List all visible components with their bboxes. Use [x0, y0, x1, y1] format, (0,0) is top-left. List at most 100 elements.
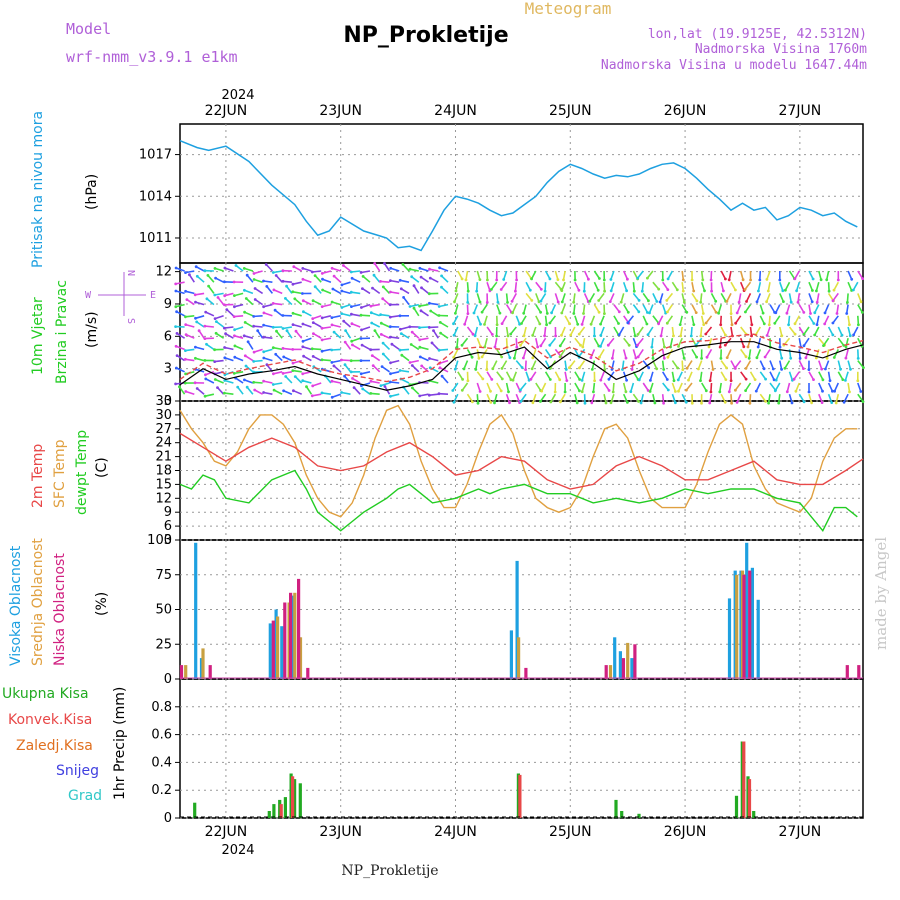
- wind-arrow-head: [281, 347, 285, 350]
- wind-arrow: [669, 338, 674, 348]
- wind-arrow-head: [774, 378, 778, 382]
- wind-arrow: [769, 360, 775, 370]
- wind-arrow: [535, 382, 542, 392]
- wind-arrow-head: [676, 378, 680, 382]
- wind-arrow-head: [655, 367, 659, 371]
- wind-arrow: [846, 293, 849, 303]
- y-tick-label: 21: [155, 450, 172, 465]
- wind-arrow: [744, 382, 752, 392]
- wind-arrow-head: [539, 287, 543, 291]
- wind-arrow-head: [792, 377, 796, 381]
- wind-arrow-head: [213, 360, 217, 363]
- wind-arrow: [598, 292, 605, 301]
- wind-arrow-head: [490, 288, 493, 291]
- wind-arrow: [738, 293, 742, 303]
- wind-arrow-head: [252, 360, 256, 363]
- wind-arrow-head: [271, 325, 275, 329]
- wind-arrow: [361, 344, 371, 351]
- wind-arrow: [784, 281, 791, 291]
- wind-arrow: [803, 337, 810, 347]
- wind-arrow-head: [563, 390, 567, 394]
- wind-arrow: [244, 311, 254, 317]
- wind-arrow-head: [360, 306, 363, 309]
- grid-lines: [175, 124, 863, 819]
- wind-arrow: [455, 282, 459, 292]
- wind-arrow: [331, 301, 341, 306]
- high-cloud-bar: [280, 626, 284, 679]
- wind-arrow: [544, 282, 547, 292]
- low-cloud-bar: [179, 665, 184, 679]
- wind-arrow: [234, 303, 244, 308]
- wind-arrow: [312, 332, 322, 339]
- wind-arrow: [439, 321, 449, 328]
- total-precip-bar: [193, 802, 197, 818]
- wind-arrow: [372, 365, 381, 373]
- wind-arrow-head: [361, 287, 364, 290]
- wind-arrow-head: [460, 277, 464, 281]
- wind-arrow: [371, 354, 381, 362]
- low-cloud-bar: [845, 665, 849, 679]
- wind-arrow-head: [599, 322, 602, 326]
- wind-arrow-head: [536, 345, 540, 349]
- wind-arrow: [351, 303, 361, 308]
- wind-arrow: [590, 349, 596, 359]
- wind-arrow-head: [782, 300, 785, 303]
- wind-arrow: [286, 330, 293, 339]
- wind-arrow-head: [778, 278, 782, 282]
- wind-arrow-head: [727, 390, 731, 394]
- wind-arrow: [214, 267, 224, 272]
- wind-arrow: [293, 389, 303, 395]
- model-altitude-text: Nadmorska Visina u modelu 1647.44m: [601, 58, 867, 73]
- wind-arrow-head: [203, 394, 207, 398]
- wind-arrow-head: [522, 311, 526, 315]
- wind-arrow: [677, 382, 683, 392]
- wind-arrow-head: [511, 378, 515, 382]
- wind-arrow: [195, 357, 205, 362]
- wind-arrow: [399, 348, 410, 351]
- wind-arrow: [766, 270, 771, 280]
- day-label-top: 23JUN: [319, 103, 362, 119]
- wind-arrow-head: [687, 378, 690, 382]
- wind-arrow: [237, 386, 244, 395]
- wind-arrow-head: [204, 377, 208, 381]
- wind-arrow-head: [647, 299, 650, 303]
- day-label-bottom: 22JUN: [205, 824, 248, 840]
- wind-arrow-head: [583, 401, 587, 405]
- wind-arrow-head: [852, 333, 855, 337]
- wind-arrow: [622, 270, 629, 280]
- y-tick-label: 0.4: [151, 755, 172, 770]
- wind-arrow: [847, 315, 851, 325]
- wind-arrow-head: [383, 262, 386, 265]
- wind-arrow-head: [213, 348, 217, 352]
- wind-arrow-head: [665, 321, 669, 325]
- wind-arrow-head: [437, 348, 441, 352]
- wind-arrow: [204, 325, 214, 328]
- wind-arrow: [390, 267, 400, 272]
- wind-arrow-head: [233, 334, 236, 338]
- wind-arrow-head: [849, 367, 852, 371]
- wind-arrow: [681, 304, 688, 313]
- wind-arrow-head: [787, 323, 790, 327]
- wind-arrow-head: [607, 377, 611, 381]
- wind-arrow: [574, 337, 582, 346]
- wind-arrow-head: [344, 329, 347, 332]
- wind-arrow-head: [262, 391, 265, 394]
- wind-arrow-head: [245, 273, 249, 277]
- wind-arrow-head: [428, 267, 431, 271]
- wind-arrow: [195, 346, 205, 351]
- wind-arrow-head: [400, 353, 404, 357]
- wind-arrow: [215, 320, 225, 328]
- wind-arrow: [662, 281, 669, 291]
- wind-arrow: [263, 280, 273, 283]
- y-tick-label: 1014: [139, 189, 172, 204]
- wind-arrow-head: [529, 377, 533, 381]
- wind-arrow: [214, 378, 224, 384]
- wind-arrow-head: [301, 345, 305, 349]
- wind-arrow: [583, 270, 590, 280]
- wind-arrow-head: [519, 388, 522, 392]
- wind-arrow: [486, 393, 492, 403]
- wind-arrow-head: [499, 288, 503, 291]
- wind-arrow: [402, 296, 410, 306]
- wind-arrow-head: [293, 375, 297, 378]
- wind-arrow: [513, 349, 518, 359]
